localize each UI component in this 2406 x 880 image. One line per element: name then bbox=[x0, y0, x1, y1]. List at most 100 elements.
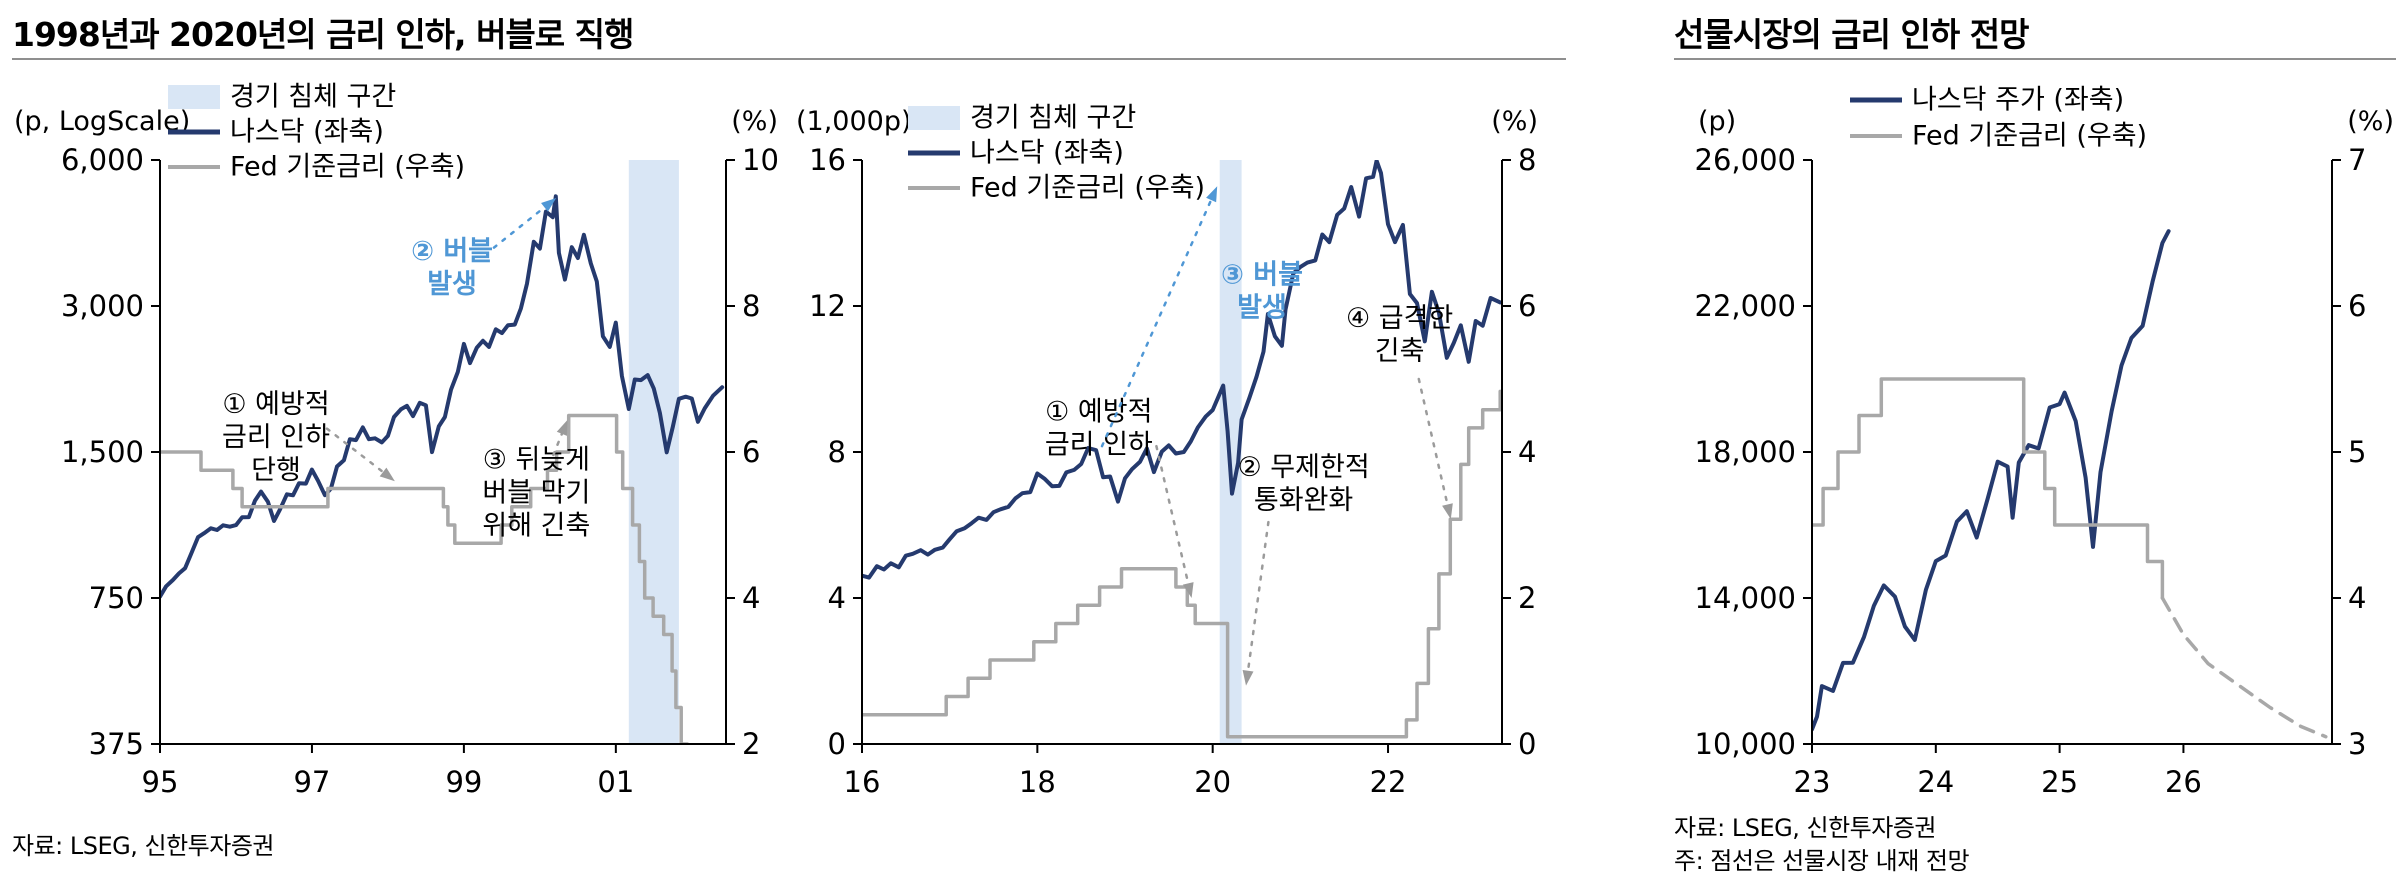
right-axis-unit-label: (%) bbox=[731, 106, 778, 137]
left-axis-unit-label: (p) bbox=[1698, 106, 1736, 137]
right-tick-label: 4 bbox=[742, 581, 760, 615]
annotation-arrow-shaft bbox=[325, 427, 387, 476]
fed-forecast-dashed bbox=[2160, 596, 2328, 739]
right-axis-unit-label: (%) bbox=[1491, 106, 1538, 137]
chart-annotation: 발생 bbox=[427, 269, 477, 300]
chart-annotation: 금리 인하 bbox=[1045, 430, 1153, 461]
x-tick-label: 22 bbox=[1370, 765, 1407, 799]
page-title-left: 1998년과 2020년의 금리 인하, 버블로 직행 bbox=[12, 15, 634, 54]
annotation-arrow-head bbox=[1182, 582, 1194, 598]
chart-annotation: 금리 인하 bbox=[222, 422, 330, 453]
annotation-arrow-shaft bbox=[552, 429, 565, 457]
right-axis-unit-label: (%) bbox=[2347, 106, 2394, 137]
legend-item: 경기 침체 구간 bbox=[168, 82, 396, 113]
left-tick-label: 0 bbox=[828, 727, 846, 761]
left-axis-unit-label: (p, LogScale) bbox=[14, 106, 190, 137]
annotation-arrow-head bbox=[1206, 186, 1218, 203]
legend-item: Fed 기준금리 (우축) bbox=[1850, 121, 2147, 152]
legend-label: Fed 기준금리 (우축) bbox=[970, 173, 1205, 204]
right-tick-label: 6 bbox=[2348, 289, 2366, 323]
left-axis-unit-label: (1,000p) bbox=[796, 106, 912, 137]
source-note-right: 자료: LSEG, 신한투자증권 주: 점선은 선물시장 내재 전망 bbox=[1674, 812, 1970, 878]
legend-item: 경기 침체 구간 bbox=[908, 103, 1136, 134]
chart-annotation: ① 예방적 bbox=[1045, 397, 1152, 428]
left-tick-label: 14,000 bbox=[1695, 581, 1796, 615]
left-tick-label: 18,000 bbox=[1695, 435, 1796, 469]
annotation-arrow-head bbox=[1442, 503, 1453, 520]
x-tick-label: 16 bbox=[844, 765, 881, 799]
x-tick-label: 25 bbox=[2041, 765, 2078, 799]
title-rule-left bbox=[12, 58, 1566, 60]
chart-nasdaq-fed-1995-2002: 95 97 99 01 6,000 3,000 1,500 750 375 10 8 6 4 2 (p, L… bbox=[14, 82, 779, 800]
left-tick-label: 6,000 bbox=[61, 143, 144, 177]
fed-line bbox=[1812, 377, 2165, 600]
annotation-arrow-head bbox=[1242, 669, 1254, 686]
annotation-arrow-shaft bbox=[1100, 196, 1214, 448]
chart-annotation: 단행 bbox=[251, 455, 301, 486]
right-tick-label: 8 bbox=[1518, 143, 1536, 177]
right-tick-label: 0 bbox=[1518, 727, 1536, 761]
legend-item: 나스닥 (좌축) bbox=[168, 117, 384, 148]
left-tick-label: 375 bbox=[89, 727, 144, 761]
left-tick-label: 4 bbox=[828, 581, 846, 615]
chart-annotation: 긴축 bbox=[1375, 336, 1425, 367]
legend-label: Fed 기준금리 (우축) bbox=[230, 152, 465, 183]
legend-label: 나스닥 (좌축) bbox=[970, 138, 1124, 169]
legend-label: 나스닥 (좌축) bbox=[230, 117, 384, 148]
chart-annotation: ③ 버블 bbox=[1221, 259, 1303, 290]
nasdaq-line bbox=[1812, 229, 2171, 732]
legend-label: 경기 침체 구간 bbox=[230, 82, 396, 113]
chart-annotation: ④ 급격한 bbox=[1346, 303, 1453, 334]
x-tick-label: 24 bbox=[1917, 765, 1954, 799]
legend-item: Fed 기준금리 (우축) bbox=[908, 173, 1205, 204]
right-tick-label: 6 bbox=[742, 435, 760, 469]
fed-line bbox=[862, 389, 1502, 739]
chart-annotation: ② 버블 bbox=[411, 236, 493, 267]
x-tick-label: 99 bbox=[445, 765, 482, 799]
legend-label: 나스닥 주가 (좌축) bbox=[1912, 85, 2124, 116]
forecast-note-line: 주: 점선은 선물시장 내재 전망 bbox=[1674, 847, 1970, 875]
nasdaq-line bbox=[160, 194, 725, 599]
annotation-arrow-head bbox=[379, 467, 395, 482]
legend-band-swatch bbox=[168, 85, 220, 109]
chart-annotation: 위해 긴축 bbox=[482, 510, 590, 541]
left-tick-label: 1,500 bbox=[61, 435, 144, 469]
source-line: 자료: LSEG, 신한투자증권 bbox=[1674, 814, 1936, 842]
right-tick-label: 3 bbox=[2348, 727, 2366, 761]
right-tick-label: 7 bbox=[2348, 143, 2366, 177]
right-tick-label: 2 bbox=[1518, 581, 1536, 615]
left-tick-label: 3,000 bbox=[61, 289, 144, 323]
right-tick-label: 2 bbox=[742, 727, 760, 761]
right-tick-label: 5 bbox=[2348, 435, 2366, 469]
legend-item: 나스닥 (좌축) bbox=[908, 138, 1124, 169]
left-tick-label: 26,000 bbox=[1695, 143, 1796, 177]
x-tick-label: 26 bbox=[2165, 765, 2202, 799]
right-tick-label: 10 bbox=[742, 143, 779, 177]
x-tick-label: 18 bbox=[1019, 765, 1056, 799]
annotation-arrow-shaft bbox=[1246, 520, 1270, 675]
right-tick-label: 8 bbox=[742, 289, 760, 323]
annotation-arrow-shaft bbox=[1417, 377, 1450, 509]
source-note-left: 자료: LSEG, 신한투자증권 bbox=[12, 832, 274, 860]
legend-item: 나스닥 주가 (좌축) bbox=[1850, 85, 2124, 116]
annotation-arrow-head bbox=[556, 419, 568, 436]
x-tick-label: 20 bbox=[1194, 765, 1231, 799]
fed-line bbox=[160, 413, 690, 744]
chart-annotation: 통화완화 bbox=[1254, 485, 1353, 516]
left-tick-label: 8 bbox=[828, 435, 846, 469]
annotation-arrow-shaft bbox=[1155, 444, 1191, 588]
right-tick-label: 4 bbox=[2348, 581, 2366, 615]
left-tick-label: 12 bbox=[809, 289, 846, 323]
left-tick-label: 16 bbox=[809, 143, 846, 177]
legend-item: Fed 기준금리 (우축) bbox=[168, 152, 465, 183]
page-title-right: 선물시장의 금리 인하 전망 bbox=[1674, 15, 2029, 54]
nasdaq-line bbox=[862, 160, 1502, 580]
legend-label: Fed 기준금리 (우축) bbox=[1912, 121, 2147, 152]
title-rule-right bbox=[1674, 58, 2396, 60]
annotation-arrow-head bbox=[541, 197, 557, 212]
chart-nasdaq-fed-futures-2023-2027: 23 24 25 26 26,000 22,000 18,000 14,000 10,000 7 6… bbox=[1695, 85, 2394, 800]
chart-annotation: 버블 막기 bbox=[482, 477, 590, 508]
x-tick-label: 97 bbox=[293, 765, 330, 799]
chart-annotation: ③ 뒤늦게 bbox=[483, 444, 590, 475]
